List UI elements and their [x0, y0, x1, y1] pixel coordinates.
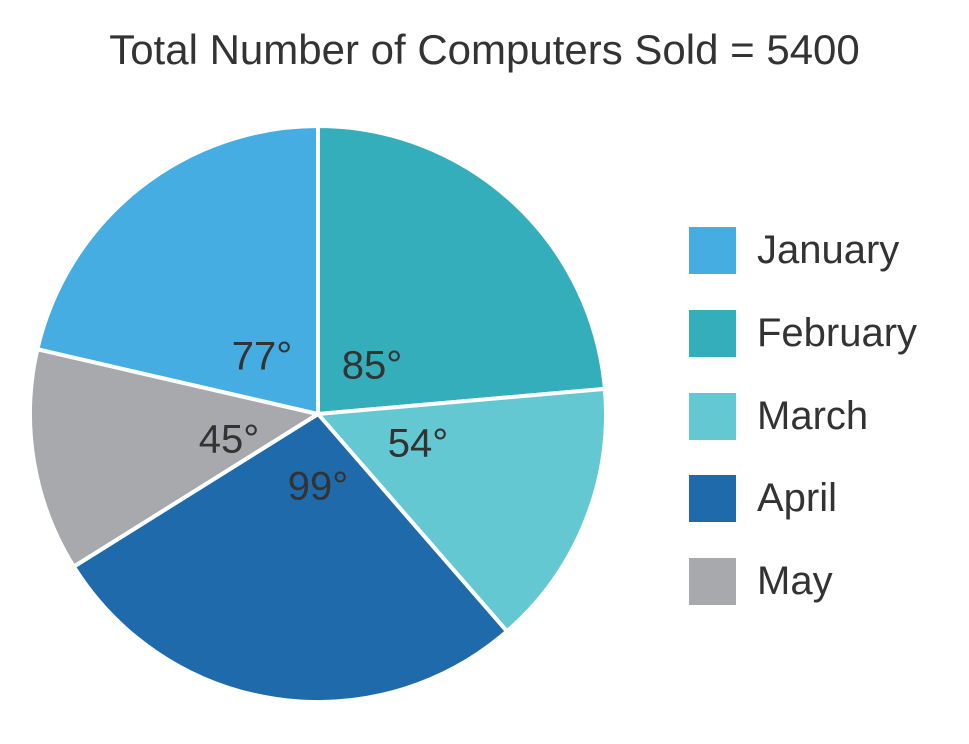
legend-swatch-march — [689, 393, 736, 440]
slice-label-february: 85° — [342, 344, 403, 388]
chart-title: Total Number of Computers Sold = 5400 — [109, 26, 860, 73]
slice-label-april: 99° — [288, 465, 349, 509]
legend-label-january: January — [757, 228, 900, 272]
legend-item-may: May — [689, 558, 969, 608]
legend-item-april: April — [689, 475, 969, 525]
legend-label-february: February — [757, 311, 918, 355]
legend-item-january: January — [689, 227, 969, 277]
legend-swatch-january — [689, 227, 736, 274]
legend-swatch-february — [689, 310, 736, 357]
pie-slice-april — [71, 412, 509, 705]
legend-label-april: April — [757, 476, 838, 520]
pie-slice-may — [28, 347, 320, 569]
pie-slice-march — [316, 386, 608, 634]
legend-swatch-may — [689, 558, 736, 605]
pie-slice-february — [316, 124, 607, 416]
legend-label-march: March — [757, 394, 869, 438]
slice-label-january: 77° — [232, 335, 293, 379]
legend-label-may: May — [757, 559, 833, 603]
legend-item-march: March — [689, 393, 969, 443]
pie-slice-january — [35, 124, 320, 416]
legend-swatch-april — [689, 475, 736, 522]
slice-label-march: 54° — [388, 422, 449, 466]
slice-label-may: 45° — [199, 418, 260, 462]
legend-item-february: February — [689, 310, 969, 360]
